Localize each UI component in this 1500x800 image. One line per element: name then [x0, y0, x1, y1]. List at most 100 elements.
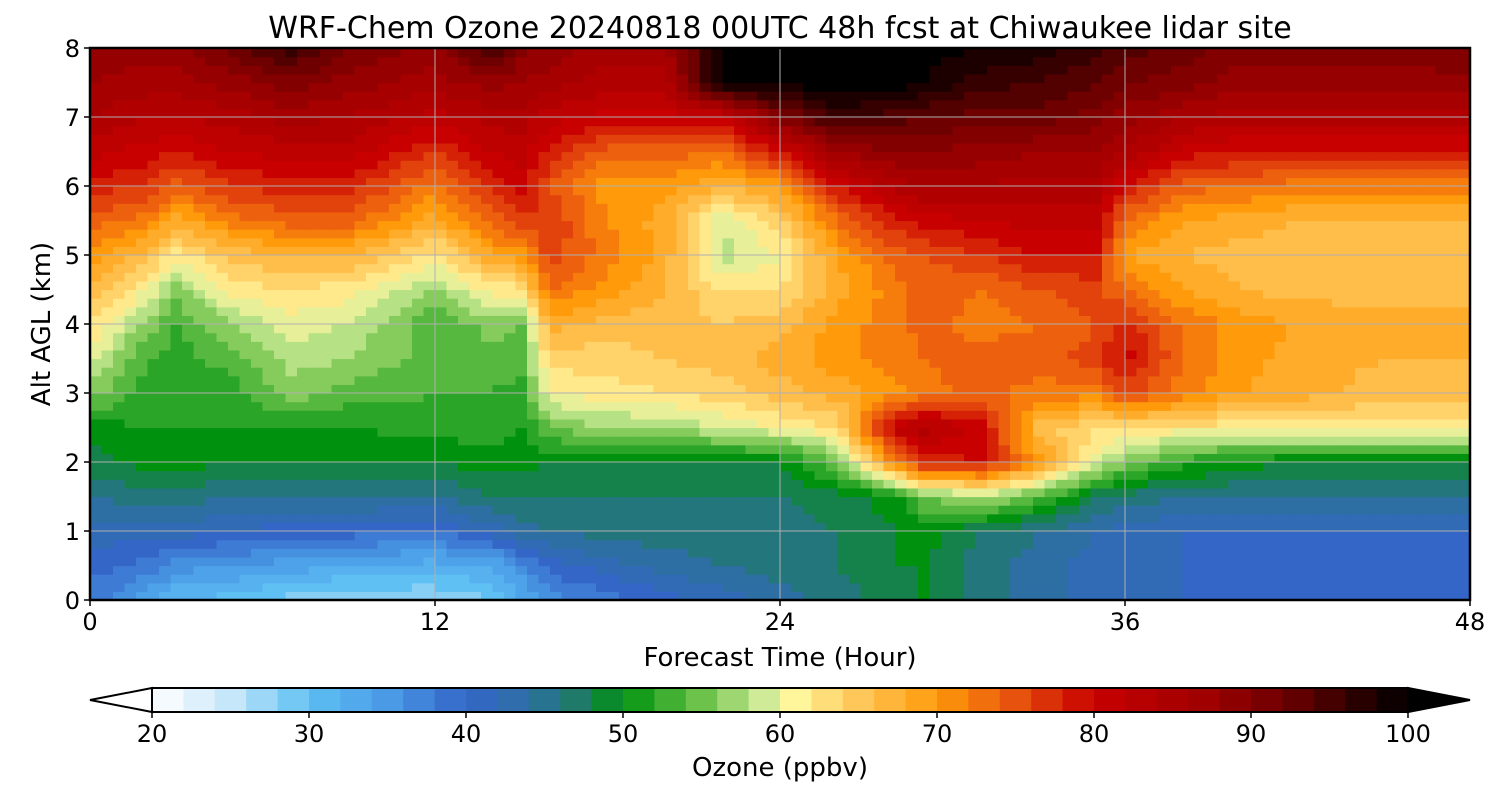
- field-cell: [1056, 367, 1069, 377]
- field-cell: [665, 505, 678, 515]
- field-cell: [354, 453, 367, 463]
- field-cell: [987, 324, 1000, 334]
- field-cell: [320, 401, 333, 411]
- field-cell: [366, 582, 379, 592]
- field-cell: [228, 298, 241, 308]
- field-cell: [101, 470, 114, 480]
- field-cell: [101, 591, 114, 600]
- field-cell: [1102, 410, 1115, 420]
- field-cell: [1297, 574, 1310, 584]
- field-cell: [1240, 470, 1253, 480]
- field-cell: [1309, 453, 1322, 463]
- field-cell: [768, 410, 781, 420]
- field-cell: [308, 324, 321, 334]
- field-cell: [1435, 582, 1448, 592]
- field-cell: [515, 263, 528, 273]
- field-cell: [814, 384, 827, 394]
- field-cell: [193, 237, 206, 247]
- field-cell: [412, 263, 425, 273]
- field-cell: [665, 358, 678, 368]
- field-cell: [1148, 496, 1161, 506]
- field-cell: [1389, 393, 1402, 403]
- field-cell: [1274, 263, 1287, 273]
- field-cell: [1447, 298, 1460, 308]
- field-cell: [1056, 496, 1069, 506]
- field-cell: [446, 349, 459, 360]
- field-cell: [665, 496, 678, 506]
- field-cell: [136, 280, 149, 291]
- field-cell: [1309, 263, 1322, 273]
- field-cell: [814, 453, 827, 463]
- field-cell: [147, 548, 160, 558]
- field-cell: [297, 565, 310, 575]
- field-cell: [676, 565, 689, 575]
- field-cell: [745, 418, 758, 429]
- field-cell: [653, 315, 666, 325]
- field-cell: [1435, 539, 1448, 549]
- field-cell: [1182, 539, 1195, 549]
- field-cell: [688, 237, 701, 247]
- field-cell: [653, 332, 666, 342]
- field-cell: [1021, 531, 1034, 541]
- field-cell: [1263, 418, 1276, 429]
- field-cell: [1251, 505, 1264, 515]
- field-cell: [228, 332, 241, 342]
- field-cell: [952, 565, 965, 575]
- field-cell: [1240, 462, 1253, 472]
- field-cell: [1263, 436, 1276, 446]
- field-cell: [1136, 272, 1149, 282]
- field-cell: [1424, 341, 1437, 351]
- field-cell: [550, 341, 563, 351]
- field-cell: [366, 315, 379, 325]
- field-cell: [722, 591, 735, 600]
- field-cell: [251, 393, 264, 403]
- field-cell: [906, 315, 919, 325]
- field-cell: [768, 453, 781, 463]
- field-cell: [929, 315, 942, 325]
- field-cell: [584, 341, 597, 351]
- field-cell: [412, 427, 425, 437]
- field-cell: [860, 315, 873, 325]
- field-cell: [1148, 263, 1161, 273]
- field-cell: [182, 436, 195, 446]
- field-cell: [251, 591, 264, 600]
- field-cell: [883, 487, 896, 498]
- field-cell: [504, 470, 517, 480]
- field-cell: [665, 324, 678, 334]
- field-cell: [941, 479, 954, 489]
- field-cell: [803, 367, 816, 377]
- field-cell: [1136, 427, 1149, 437]
- field-cell: [354, 306, 367, 316]
- field-cell: [550, 324, 563, 334]
- field-cell: [826, 444, 839, 454]
- field-cell: [665, 418, 678, 429]
- field-cell: [837, 496, 850, 506]
- field-cell: [504, 591, 517, 600]
- field-cell: [1021, 496, 1034, 506]
- field-cell: [1389, 539, 1402, 549]
- field-cell: [734, 263, 747, 273]
- field-cell: [469, 324, 482, 334]
- field-cell: [515, 349, 528, 360]
- field-cell: [906, 539, 919, 549]
- field-cell: [343, 496, 356, 506]
- field-cell: [929, 556, 942, 567]
- field-cell: [1021, 470, 1034, 480]
- field-cell: [308, 453, 321, 463]
- field-cell: [1102, 548, 1115, 558]
- field-cell: [389, 462, 402, 472]
- field-cell: [492, 565, 505, 575]
- field-cell: [285, 237, 298, 247]
- field-cell: [1332, 496, 1345, 506]
- field-cell: [1286, 418, 1299, 429]
- field-cell: [1343, 315, 1356, 325]
- field-cell: [274, 298, 287, 308]
- field-cell: [239, 324, 252, 334]
- field-cell: [412, 375, 425, 385]
- field-cell: [1171, 410, 1184, 420]
- field-cell: [412, 306, 425, 316]
- field-cell: [170, 375, 183, 385]
- field-cell: [1021, 289, 1034, 299]
- field-cell: [538, 280, 551, 291]
- field-cell: [1320, 565, 1333, 575]
